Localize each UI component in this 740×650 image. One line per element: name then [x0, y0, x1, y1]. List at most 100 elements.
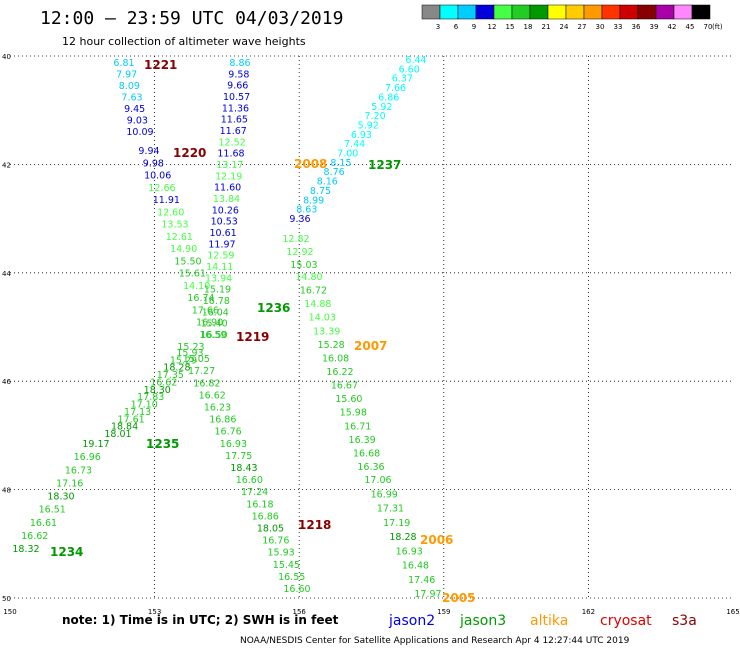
- pass-number-label: 2006: [420, 533, 453, 547]
- wave-height-value: 15.03: [290, 260, 317, 271]
- wave-height-value: 12.52: [219, 137, 246, 148]
- wave-height-value: 10.61: [210, 228, 237, 239]
- legend-swatch: [457, 4, 477, 20]
- wave-height-value: 9.98: [143, 158, 164, 169]
- wave-height-value: 13.39: [313, 326, 340, 337]
- satellite-legend: jason2 jason3 altika cryosat s3a: [388, 613, 697, 629]
- wave-height-value: 15.40: [201, 319, 228, 330]
- wave-height-value: 16.68: [353, 448, 380, 459]
- wave-height-value: 16.36: [357, 462, 384, 473]
- wave-height-value: 11.65: [221, 115, 248, 126]
- wave-height-value: 18.30: [47, 492, 74, 503]
- wave-height-value: 7.63: [121, 93, 142, 104]
- plot-background: [10, 56, 733, 598]
- wave-height-value: 16.61: [30, 518, 57, 529]
- wave-height-value: 17.31: [377, 504, 404, 515]
- footer-note: note: 1) Time is in UTC; 2) SWH is in fe…: [62, 613, 339, 627]
- wave-height-value: 8.99: [303, 195, 324, 206]
- wave-height-value: 13.53: [161, 220, 188, 231]
- satellite-name-altika: altika: [530, 613, 568, 629]
- wave-height-value: 11.68: [217, 149, 244, 160]
- pass-number-label: 2007: [354, 339, 387, 353]
- pass-number-label: 1234: [50, 545, 83, 559]
- wave-height-value: 18.84: [111, 422, 138, 433]
- longitude-tick-label: 156: [293, 608, 307, 616]
- wave-height-value: 16.72: [300, 286, 327, 297]
- wave-height-value: 6.93: [351, 130, 372, 141]
- wave-height-value: 16.50: [200, 330, 227, 341]
- legend-swatch: [673, 4, 693, 20]
- legend-label: 42: [668, 23, 677, 31]
- wave-height-value: 15.93: [267, 548, 294, 559]
- wave-height-value: 11.36: [222, 103, 249, 114]
- wave-height-value: 18.28: [389, 532, 416, 543]
- pass-number-label: 1221: [144, 58, 177, 72]
- wave-height-value: 16.04: [202, 307, 229, 318]
- wave-height-value: 16.76: [262, 536, 289, 547]
- satellite-track: 2008: [294, 157, 327, 171]
- legend-label: 27: [578, 23, 587, 31]
- legend-swatch: [565, 4, 585, 20]
- wave-height-value: 16.59: [199, 330, 226, 341]
- wave-height-value: 18.01: [104, 429, 131, 440]
- wave-height-value: 18.30: [144, 385, 171, 396]
- wave-height-value: 14.11: [206, 262, 233, 273]
- satellite-track: 2005: [442, 591, 475, 605]
- wave-height-value: 10.09: [126, 127, 153, 138]
- legend-label: 3: [436, 23, 440, 31]
- latitude-tick-label: 50: [2, 595, 11, 603]
- wave-height-value: 16.62: [199, 390, 226, 401]
- wave-height-value: 16.93: [220, 439, 247, 450]
- plot-area: 40 42 44 46 48 50 150 153 156 159 162 165 6.817.97…: [2, 53, 740, 616]
- latitude-tick-label: 40: [2, 53, 11, 61]
- wave-height-value: 14.10: [183, 281, 210, 292]
- wave-height-value: 18.43: [230, 463, 257, 474]
- legend-label: 24: [560, 23, 569, 31]
- wave-height-value: 16.86: [252, 511, 279, 522]
- wave-height-value: 11.67: [220, 126, 247, 137]
- wave-height-value: 16.39: [349, 435, 376, 446]
- wave-height-value: 16.67: [331, 381, 358, 392]
- latitude-tick-label: 48: [2, 487, 11, 495]
- wave-height-value: 8.09: [119, 81, 140, 92]
- wave-height-value: 8.75: [310, 186, 331, 197]
- wave-height-value: 13.17: [216, 160, 243, 171]
- pass-number-label: 2008: [294, 157, 327, 171]
- wave-height-value: 12.66: [148, 183, 175, 194]
- longitude-ticks: 150 153 156 159 162 165: [3, 608, 739, 616]
- wave-height-value: 10.26: [212, 205, 239, 216]
- wave-height-value: 7.44: [344, 139, 365, 150]
- wave-height-value: 9.36: [289, 214, 310, 225]
- wave-height-value: 9.03: [127, 116, 148, 127]
- satellite-track: 17.06 16.99 17.31 17.19 18.28 16.93 16.48 17.46…: [364, 475, 453, 600]
- legend-swatch: [619, 4, 639, 20]
- legend-label: 39: [650, 23, 659, 31]
- wave-height-value: 14.80: [295, 272, 322, 283]
- wave-height-value: 12.82: [282, 234, 309, 245]
- wave-height-value: 15.93: [176, 348, 203, 359]
- wave-height-value: 16.93: [396, 546, 423, 557]
- wave-height-value: 16.23: [204, 403, 231, 414]
- satellite-name-jason3: jason3: [459, 613, 506, 629]
- pass-number-label: 1220: [173, 146, 206, 160]
- satellite-track: 15.2315.0517.2716.8216.6216.2316.8616.76…: [177, 342, 331, 595]
- wave-height-value: 19.17: [82, 439, 109, 450]
- wave-height-value: 10.53: [211, 217, 238, 228]
- legend-swatch: [421, 4, 441, 20]
- legend-swatch: [511, 4, 531, 20]
- legend-swatch: [691, 4, 711, 20]
- wave-height-value: 17.06: [364, 475, 391, 486]
- wave-height-value: 11.97: [208, 239, 235, 250]
- wave-height-value: 17.13: [124, 407, 151, 418]
- longitude-tick-label: 153: [148, 608, 161, 616]
- wave-height-value: 6.60: [399, 64, 420, 75]
- wave-height-legend: 3 6 9 12 15 18 21 24 27 30 33 36 39 42 45 70 (ft): [421, 4, 723, 31]
- longitude-tick-label: 165: [726, 608, 739, 616]
- wave-height-value: 6.37: [392, 74, 413, 85]
- wave-height-value: 16.90: [196, 318, 223, 329]
- wave-height-value: 15.29: [170, 355, 197, 366]
- legend-label: 9: [472, 23, 476, 31]
- wave-height-value: 5.92: [371, 102, 392, 113]
